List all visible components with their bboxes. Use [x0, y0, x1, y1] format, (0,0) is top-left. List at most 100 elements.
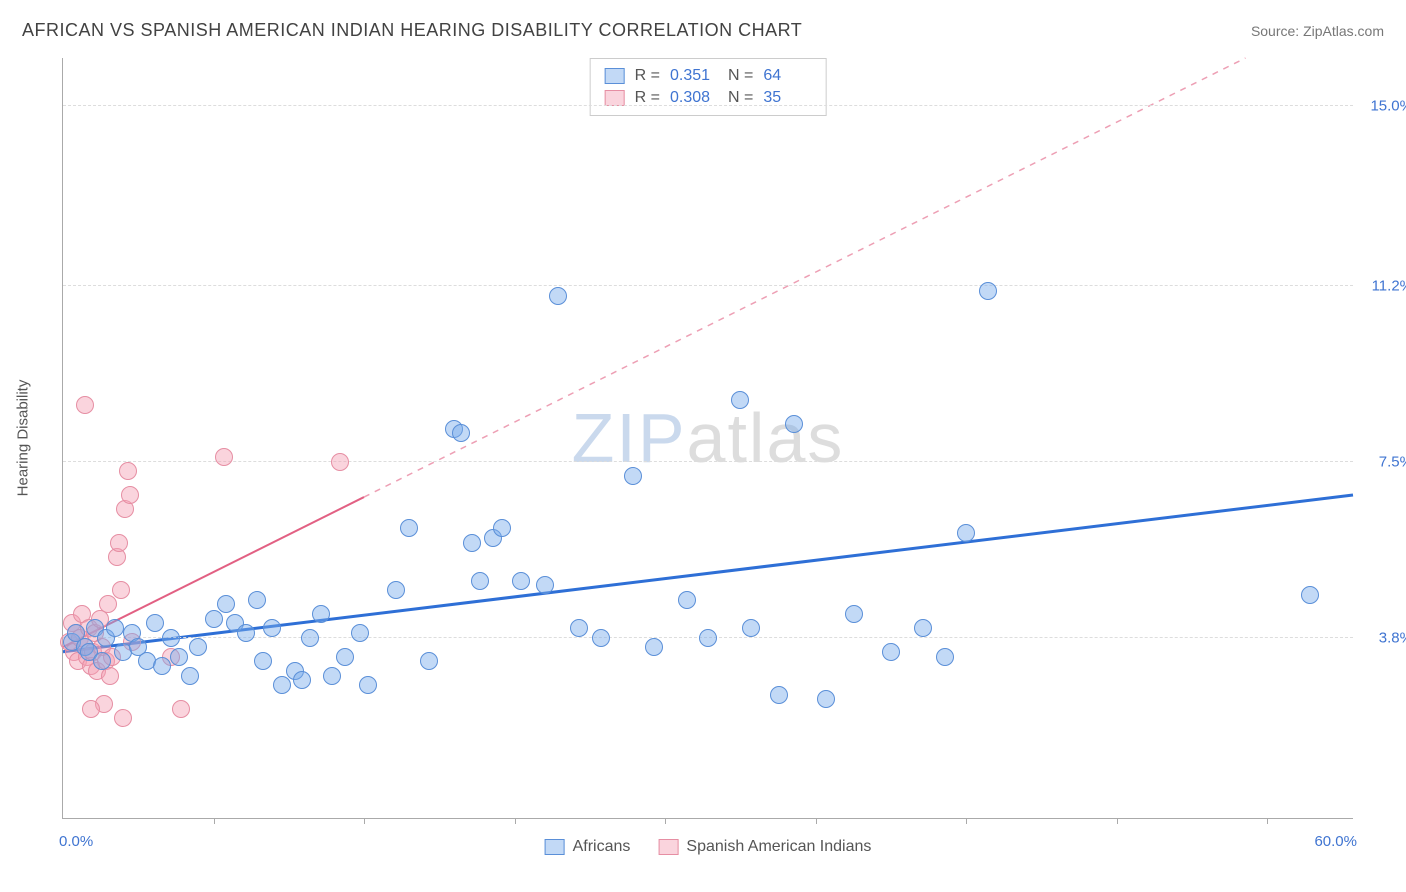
data-point	[336, 648, 354, 666]
x-tick	[515, 818, 516, 824]
r-value: 0.351	[670, 67, 718, 85]
data-point	[452, 424, 470, 442]
data-point	[387, 581, 405, 599]
x-tick	[816, 818, 817, 824]
data-point	[331, 453, 349, 471]
data-point	[215, 448, 233, 466]
data-point	[93, 652, 111, 670]
x-axis-max-label: 60.0%	[1314, 833, 1357, 850]
data-point	[162, 629, 180, 647]
data-point	[172, 700, 190, 718]
data-point	[624, 467, 642, 485]
data-point	[99, 595, 117, 613]
trend-line-dashed	[364, 58, 1246, 497]
r-label: R =	[635, 67, 660, 85]
gridline	[63, 285, 1353, 286]
stats-row: R = 0.351 N = 64	[605, 65, 812, 87]
n-value: 64	[763, 67, 811, 85]
data-point	[248, 591, 266, 609]
data-point	[770, 686, 788, 704]
data-point	[181, 667, 199, 685]
data-point	[914, 619, 932, 637]
x-tick	[966, 818, 967, 824]
stats-box: R = 0.351 N = 64 R =0.308N =35	[590, 58, 827, 116]
data-point	[263, 619, 281, 637]
data-point	[293, 671, 311, 689]
chart-title: AFRICAN VS SPANISH AMERICAN INDIAN HEARI…	[22, 20, 802, 41]
gridline	[63, 461, 1353, 462]
x-tick	[665, 818, 666, 824]
y-tick-label: 15.0%	[1361, 97, 1406, 114]
data-point	[471, 572, 489, 590]
data-point	[1301, 586, 1319, 604]
stats-row: R =0.308N =35	[605, 87, 812, 109]
data-point	[463, 534, 481, 552]
y-axis-title: Hearing Disability	[15, 380, 32, 497]
data-point	[205, 610, 223, 628]
data-point	[170, 648, 188, 666]
data-point	[645, 638, 663, 656]
n-label: N =	[728, 67, 753, 85]
data-point	[359, 676, 377, 694]
swatch	[605, 68, 625, 84]
legend-label: Spanish American Indians	[686, 838, 871, 856]
data-point	[742, 619, 760, 637]
data-point	[536, 576, 554, 594]
data-point	[882, 643, 900, 661]
data-point	[237, 624, 255, 642]
x-tick	[1267, 818, 1268, 824]
y-tick-label: 11.2%	[1361, 278, 1406, 295]
data-point	[110, 534, 128, 552]
data-point	[512, 572, 530, 590]
y-tick-label: 3.8%	[1361, 629, 1406, 646]
legend-item: Spanish American Indians	[658, 838, 871, 856]
data-point	[146, 614, 164, 632]
legend: Africans Spanish American Indians	[545, 838, 872, 856]
data-point	[189, 638, 207, 656]
data-point	[731, 391, 749, 409]
gridline	[63, 105, 1353, 106]
data-point	[76, 396, 94, 414]
data-point	[351, 624, 369, 642]
data-point	[957, 524, 975, 542]
source-name: ZipAtlas.com	[1303, 23, 1384, 39]
data-point	[678, 591, 696, 609]
legend-label: Africans	[573, 838, 631, 856]
data-point	[785, 415, 803, 433]
data-point	[114, 709, 132, 727]
data-point	[570, 619, 588, 637]
data-point	[112, 581, 130, 599]
x-tick	[214, 818, 215, 824]
data-point	[845, 605, 863, 623]
y-tick-label: 7.5%	[1361, 453, 1406, 470]
data-point	[312, 605, 330, 623]
data-point	[217, 595, 235, 613]
data-point	[119, 462, 137, 480]
x-tick	[1117, 818, 1118, 824]
data-point	[493, 519, 511, 537]
source-attribution: Source: ZipAtlas.com	[1251, 23, 1384, 39]
data-point	[121, 486, 139, 504]
swatch	[545, 839, 565, 855]
chart-plot-area: ZIPatlas Hearing Disability R =0.351N =6…	[62, 58, 1353, 819]
data-point	[979, 282, 997, 300]
data-point	[420, 652, 438, 670]
source-label: Source:	[1251, 23, 1303, 39]
data-point	[273, 676, 291, 694]
swatch	[658, 839, 678, 855]
data-point	[82, 700, 100, 718]
data-point	[699, 629, 717, 647]
data-point	[153, 657, 171, 675]
x-tick	[364, 818, 365, 824]
data-point	[549, 287, 567, 305]
trend-lines	[63, 58, 1353, 818]
x-axis-min-label: 0.0%	[59, 833, 93, 850]
data-point	[592, 629, 610, 647]
data-point	[936, 648, 954, 666]
data-point	[323, 667, 341, 685]
data-point	[301, 629, 319, 647]
data-point	[817, 690, 835, 708]
legend-item: Africans	[545, 838, 631, 856]
data-point	[106, 619, 124, 637]
data-point	[400, 519, 418, 537]
